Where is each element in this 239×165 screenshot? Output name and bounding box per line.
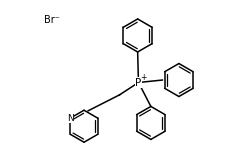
Text: Br⁻: Br⁻ [44,15,60,25]
Text: N: N [67,114,74,123]
Text: P: P [135,78,141,87]
Text: +: + [140,73,147,82]
